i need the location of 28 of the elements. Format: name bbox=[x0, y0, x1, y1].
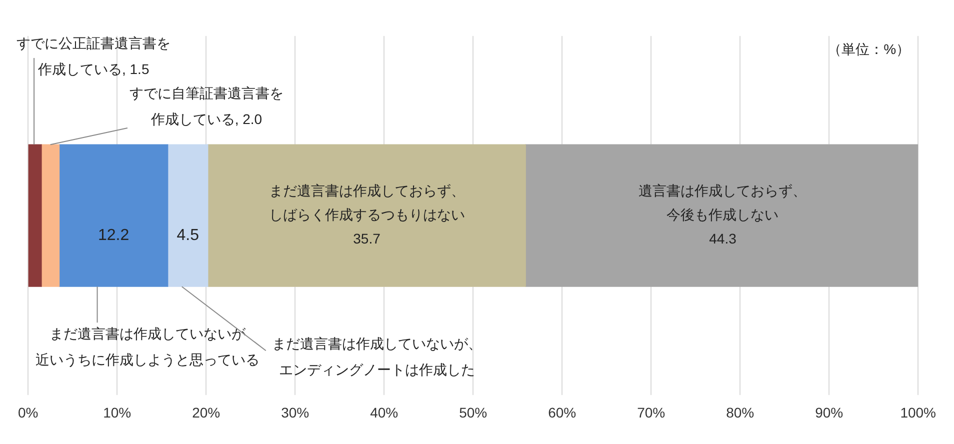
x-tick-label: 80% bbox=[726, 404, 754, 420]
bar bbox=[28, 144, 42, 287]
x-tick-label: 70% bbox=[637, 404, 666, 420]
bar bbox=[208, 144, 526, 287]
data-label: 44.3 bbox=[709, 230, 737, 246]
series-label: 遺言書は作成しておらず、今後も作成しない bbox=[638, 182, 807, 222]
text: すでに自筆証書遺言書を作成している, 2.0 bbox=[129, 84, 284, 127]
data-label: 35.7 bbox=[353, 230, 381, 246]
text: （単位：%） bbox=[828, 40, 910, 57]
data-label: 4.5 bbox=[176, 227, 200, 244]
bar bbox=[168, 144, 208, 287]
x-tick-label: 30% bbox=[281, 404, 310, 420]
text: まだ遺言書は作成していないが、エンディングノートは作成した bbox=[272, 335, 482, 378]
bar bbox=[525, 144, 918, 287]
x-tick-label: 60% bbox=[548, 404, 576, 420]
x-tick-label: 10% bbox=[103, 404, 132, 420]
data-label: 12.2 bbox=[98, 227, 130, 244]
x-tick-label: 20% bbox=[192, 404, 220, 420]
bar bbox=[58, 144, 168, 287]
x-tick-label: 0% bbox=[18, 404, 38, 420]
x-tick-label: 100% bbox=[900, 404, 936, 420]
x-tick-label: 90% bbox=[815, 404, 844, 420]
text: まだ遺言書は作成していないが近いうちに作成しようと思っている bbox=[35, 325, 260, 368]
x-tick-label: 40% bbox=[370, 404, 398, 420]
series-label: まだ遺言書は作成しておらず、しばらく作成するつもりはない bbox=[268, 182, 465, 222]
text: すでに公正証書遺言書を作成している, 1.5 bbox=[16, 34, 171, 77]
bar bbox=[41, 144, 60, 287]
x-tick-label: 50% bbox=[459, 404, 488, 420]
